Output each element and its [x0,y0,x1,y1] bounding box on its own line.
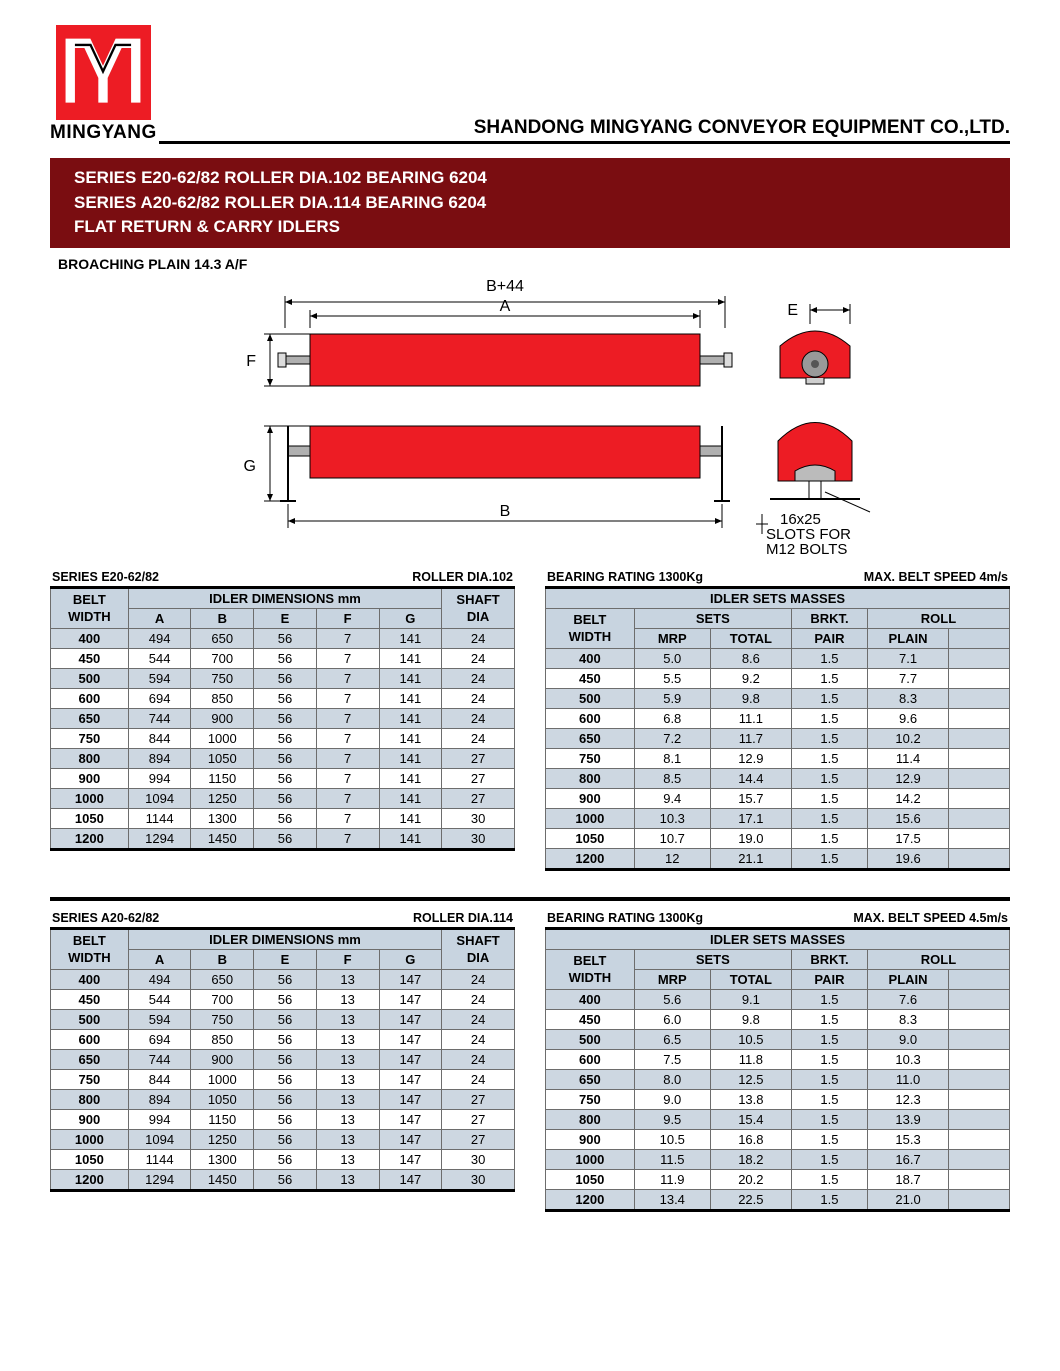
roller-diagram: B+44 A F G B E 16x25 SLOTS FOR M12 BOLTS [50,276,1010,556]
dim-label-a: A [500,298,511,315]
page-header: MINGYANG SHANDONG MINGYANG CONVEYOR EQUI… [50,25,1010,144]
mass-cap-left-2: BEARING RATING 1300Kg [547,911,703,925]
dim-label-b: B [500,503,511,520]
dim-cap-left-2: SERIES A20-62/82 [52,911,159,925]
title-bar: SERIES E20-62/82 ROLLER DIA.102 BEARING … [50,158,1010,248]
section2-tables: SERIES A20-62/82 ROLLER DIA.114 BELTWIDT… [50,911,1010,1212]
mass-cap-right-2: MAX. BELT SPEED 4.5m/s [853,911,1008,925]
logo-icon [56,25,151,120]
company-name: SHANDONG MINGYANG CONVEYOR EQUIPMENT CO.… [159,117,1010,144]
section1-tables: SERIES E20-62/82 ROLLER DIA.102 BELTWIDT… [50,570,1010,871]
logo-block: MINGYANG [50,25,157,144]
dim-cap-right-2: ROLLER DIA.114 [413,911,513,925]
dimensions-table-1: SERIES E20-62/82 ROLLER DIA.102 BELTWIDT… [50,570,515,871]
title-line-2: SERIES A20-62/82 ROLLER DIA.114 BEARING … [74,191,986,216]
dim-cap-left-1: SERIES E20-62/82 [52,570,159,584]
masses-table-2: BEARING RATING 1300Kg MAX. BELT SPEED 4.… [545,911,1010,1212]
title-line-1: SERIES E20-62/82 ROLLER DIA.102 BEARING … [74,166,986,191]
dimensions-table-2: SERIES A20-62/82 ROLLER DIA.114 BELTWIDT… [50,911,515,1212]
masses-table-1: BEARING RATING 1300Kg MAX. BELT SPEED 4m… [545,570,1010,871]
dim-label-e: E [787,302,798,319]
dim-label-g: G [244,458,256,475]
subheading: BROACHING PLAIN 14.3 A/F [58,256,1010,272]
mass-cap-left-1: BEARING RATING 1300Kg [547,570,703,584]
mass-cap-right-1: MAX. BELT SPEED 4m/s [864,570,1008,584]
dim-label-f: F [246,353,256,370]
brand-name: MINGYANG [50,122,157,144]
section-separator [50,897,1010,901]
dim-label-b44: B+44 [486,278,524,295]
slot-note-3: M12 BOLTS [766,541,847,556]
dim-cap-right-1: ROLLER DIA.102 [412,570,513,584]
title-line-3: FLAT RETURN & CARRY IDLERS [74,215,986,240]
